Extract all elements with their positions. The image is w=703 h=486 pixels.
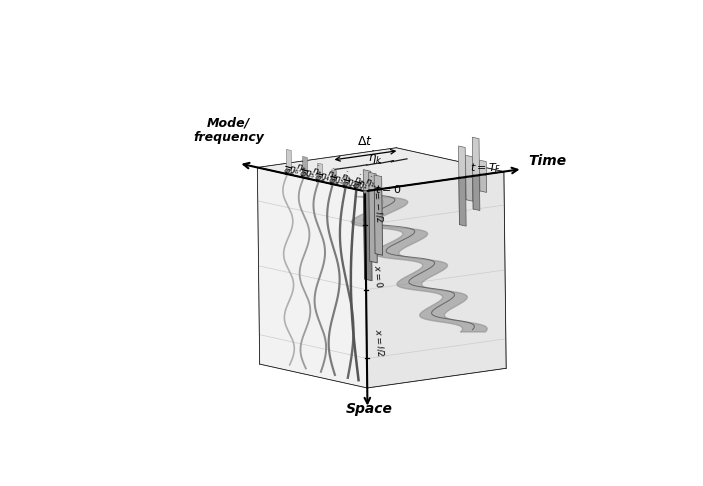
- Text: $\overline{\varphi}_{4}$: $\overline{\varphi}_{4}$: [312, 171, 327, 187]
- Text: $\overline{\varphi}_{5}$: $\overline{\varphi}_{5}$: [297, 167, 312, 184]
- Text: $t=T_F$: $t=T_F$: [470, 161, 501, 175]
- Text: $\overline{\varphi}_{6}$: $\overline{\varphi}_{6}$: [280, 163, 296, 180]
- Text: Time: Time: [529, 154, 567, 168]
- Polygon shape: [458, 146, 465, 178]
- Text: $\eta_{4}$: $\eta_{4}$: [318, 171, 332, 184]
- Polygon shape: [344, 176, 349, 187]
- Text: $\eta_{1}$: $\eta_{1}$: [356, 179, 369, 192]
- Polygon shape: [479, 160, 486, 175]
- Polygon shape: [479, 173, 484, 191]
- Polygon shape: [466, 176, 473, 201]
- Text: $\dot{\eta}_{1}$: $\dot{\eta}_{1}$: [363, 175, 378, 191]
- Text: $\overline{\varphi}_{3}$: $\overline{\varphi}_{3}$: [326, 174, 341, 190]
- Text: $\eta_{6}$: $\eta_{6}$: [287, 163, 301, 177]
- Polygon shape: [459, 177, 466, 226]
- Text: $x=-l/2$: $x=-l/2$: [371, 183, 386, 224]
- Polygon shape: [374, 175, 382, 191]
- Text: $\Delta t$: $\Delta t$: [357, 135, 373, 148]
- Polygon shape: [472, 174, 478, 209]
- Polygon shape: [365, 172, 506, 388]
- Polygon shape: [368, 172, 376, 191]
- Text: Mode/
frequency: Mode/ frequency: [193, 116, 264, 144]
- Polygon shape: [479, 174, 486, 192]
- Polygon shape: [465, 155, 472, 177]
- Polygon shape: [363, 190, 372, 281]
- Polygon shape: [374, 189, 382, 255]
- Polygon shape: [466, 175, 471, 200]
- Text: $\overline{\varphi}_{2}$: $\overline{\varphi}_{2}$: [339, 176, 354, 193]
- Text: $\dot{\eta}_{3}$: $\dot{\eta}_{3}$: [340, 170, 354, 186]
- Polygon shape: [332, 170, 337, 185]
- Polygon shape: [459, 176, 464, 225]
- Text: $x=0$: $x=0$: [372, 264, 385, 289]
- Text: $\dot{\eta}_{2}$: $\dot{\eta}_{2}$: [352, 173, 367, 189]
- Text: $x=l/2$: $x=l/2$: [373, 328, 387, 358]
- Text: $t=0$: $t=0$: [375, 183, 401, 195]
- Polygon shape: [472, 175, 480, 210]
- Text: $\dot{\eta}_{4}$: $\dot{\eta}_{4}$: [325, 167, 340, 183]
- Polygon shape: [363, 170, 371, 192]
- Polygon shape: [257, 148, 504, 191]
- Text: $\dot{\eta}_{5}$: $\dot{\eta}_{5}$: [310, 163, 325, 180]
- Polygon shape: [363, 190, 368, 279]
- Text: Space: Space: [346, 402, 393, 417]
- Polygon shape: [369, 189, 373, 261]
- Polygon shape: [286, 149, 292, 174]
- Polygon shape: [472, 137, 479, 176]
- Polygon shape: [374, 188, 379, 254]
- Text: $\eta_{3}$: $\eta_{3}$: [332, 174, 346, 187]
- Polygon shape: [356, 182, 361, 190]
- Text: $\overline{\varphi}_{1}$: $\overline{\varphi}_{1}$: [349, 179, 365, 195]
- Text: $\eta_{5}$: $\eta_{5}$: [303, 167, 316, 181]
- Polygon shape: [257, 168, 367, 388]
- Text: $\dot{\eta}_k$: $\dot{\eta}_k$: [368, 150, 382, 167]
- Text: $\eta_{2}$: $\eta_{2}$: [345, 176, 359, 190]
- Text: $\dot{\eta}_{6}$: $\dot{\eta}_{6}$: [294, 159, 309, 176]
- Polygon shape: [302, 156, 308, 178]
- Polygon shape: [369, 190, 378, 263]
- Polygon shape: [318, 163, 323, 181]
